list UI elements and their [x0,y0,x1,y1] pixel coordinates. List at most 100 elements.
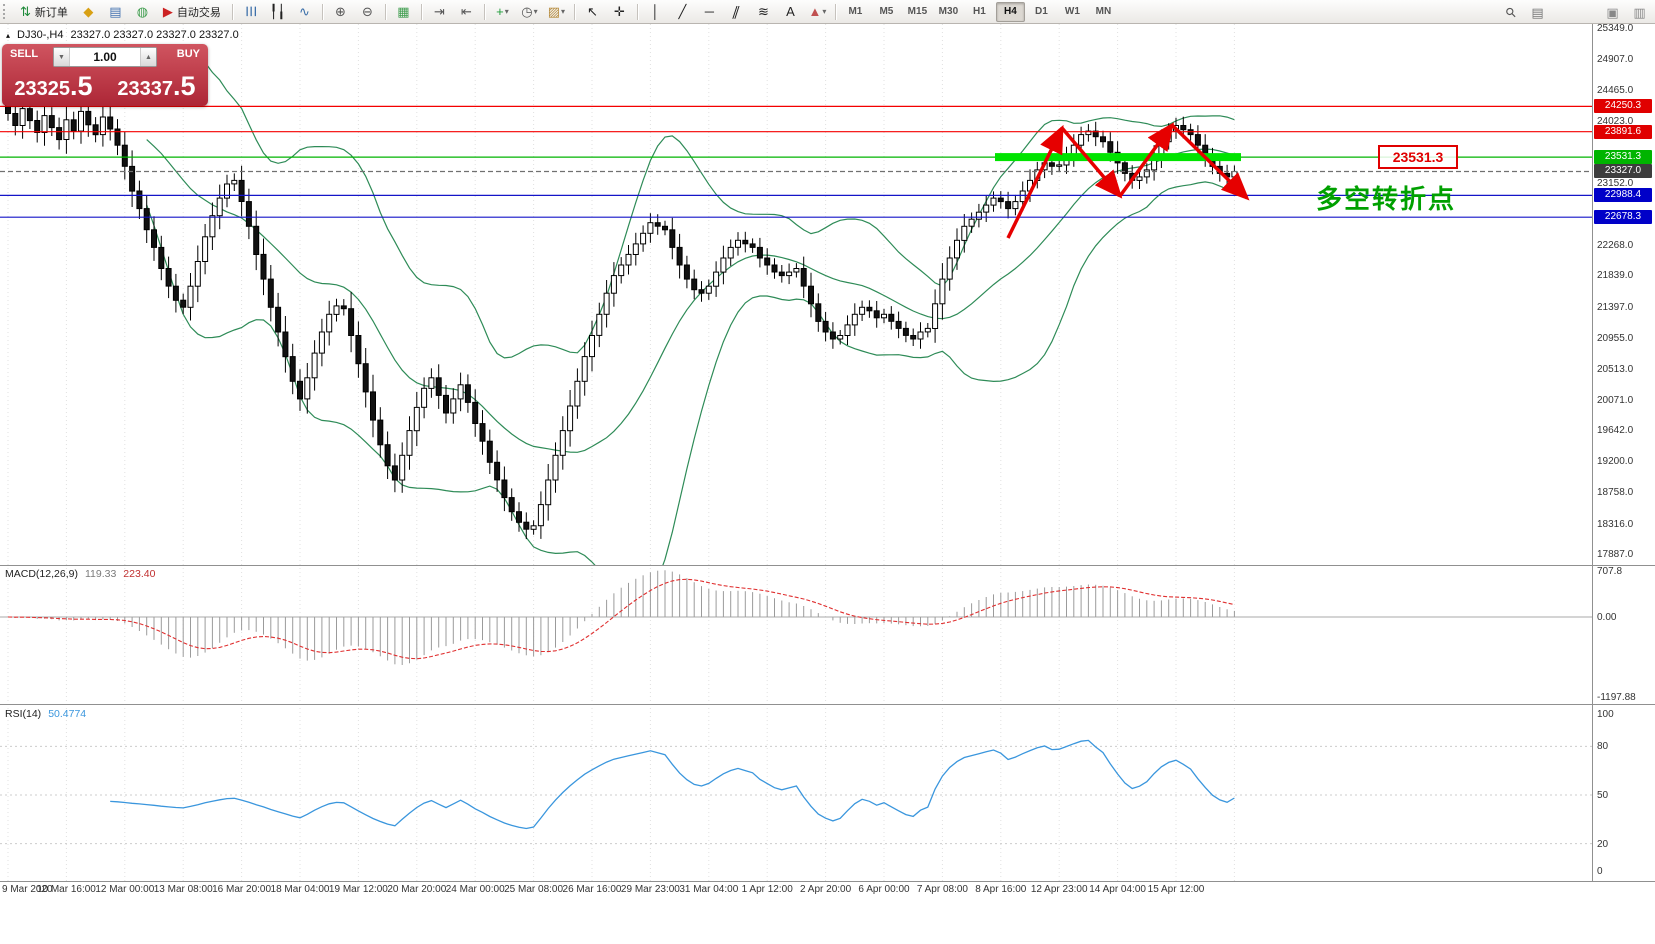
horizontal-line-icon-glyph: ─ [704,4,715,19]
toolbar-grip[interactable] [3,4,9,19]
candle-body [1005,201,1012,210]
indicators-icon[interactable]: + ▾ [489,1,516,23]
timeframe-mn[interactable]: MN [1095,6,1112,17]
candle-body [1048,162,1055,167]
bollinger-upper [146,45,1235,359]
candle-body [632,243,639,255]
turning-point-annotation[interactable]: 多空转折点 [1316,184,1457,214]
candle-body [340,305,347,310]
candle-body [151,229,157,248]
candle-body [574,380,581,407]
window-list-icon[interactable]: ▥ [1626,1,1653,23]
timeframe-m30[interactable]: M30 [938,6,959,17]
auto-scroll-icon[interactable]: ⇥ [426,1,453,23]
zigzag-arrow-segment[interactable] [1060,126,1123,199]
buy-button[interactable]: BUY 23337.5 [105,44,208,106]
chart-shift-icon[interactable]: ⇤ [453,1,480,23]
timeframe-m1[interactable]: M1 [848,6,863,17]
macd-name: MACD(12,26,9) [5,568,78,580]
new-order-glyph: ⇅ [20,4,31,19]
candle-body [78,110,84,132]
vertical-line-icon-glyph: │ [651,4,660,19]
candle-body [355,335,362,365]
data-window-icon[interactable]: ▤ [102,1,129,23]
candle-body [640,232,647,245]
new-window-icon[interactable]: ▣ [1599,1,1626,23]
candle-body [318,331,325,354]
rsi-value: 50.4774 [48,708,87,720]
bollinger-bands [146,45,1235,565]
zigzag-annotation[interactable] [1006,122,1250,239]
vertical-line-icon[interactable]: │ [642,1,669,23]
timeframe-m5[interactable]: M5 [879,6,894,17]
tile-windows-icon[interactable]: ▦ [390,1,417,23]
price-annotation-box[interactable]: 23531.3 [1378,145,1458,169]
support-zone-segment[interactable] [995,153,1241,162]
navigator-icon[interactable]: ◍ [129,1,156,23]
print-icon[interactable]: ▤ [1524,1,1551,23]
candle-body [756,246,763,259]
text-label-icon[interactable]: A [777,1,804,23]
candlestick-chart-icon[interactable]: ╿╽ [264,1,291,23]
candle-body [399,454,406,481]
timeframe-w1[interactable]: W1 [1064,6,1080,17]
metaeditor-icon[interactable]: ◆ [75,1,102,23]
arrows-icon[interactable]: ▲ ▾ [804,1,831,23]
zoom-in-icon[interactable]: ⊕ [327,1,354,23]
candle-body [990,197,997,206]
candle-body [917,331,924,340]
candle-body [457,384,464,400]
autotrading-button[interactable]: ▶ 自动交易 [156,1,228,23]
lot-increase-button[interactable]: ▲ [140,48,156,66]
crosshair-icon[interactable]: ✛ [606,1,633,23]
candle-body [362,363,369,393]
candle-body [975,211,982,220]
timeframe-h4[interactable]: H4 [995,1,1025,22]
candle-body [12,113,19,126]
candle-body [683,264,690,280]
candle-body [742,239,749,245]
candle-body [705,285,712,294]
new-order-button[interactable]: ⇅ 新订单 [13,1,75,23]
zigzag-arrow-segment[interactable] [1118,122,1175,198]
candle-body [472,401,479,424]
cursor-icon[interactable]: ↖ [579,1,606,23]
zoom-out-icon[interactable]: ⊖ [354,1,381,23]
toolbar-edge-icons: ▣ ▥ [1599,0,1653,24]
candle-body [829,331,836,340]
print-icon: ▤ [1531,4,1544,20]
zigzag-arrow-segment[interactable] [1170,123,1250,201]
periods-icon[interactable]: ◷ ▾ [516,1,543,23]
line-chart-icon[interactable]: ∿ [291,1,318,23]
equidistant-channel-icon[interactable]: ∥ [723,1,750,23]
candle-body [413,406,420,432]
toolbar-separator [636,3,638,20]
timeframe-d1[interactable]: D1 [1035,6,1048,17]
candle-body [406,430,413,456]
lot-decrease-button[interactable]: ▼ [54,48,70,66]
dropdown-caret-icon: ▾ [504,7,509,16]
one-click-trading-widget: SELL 23325.5 BUY 23337.5 ▼ 1.00 ▲ [2,44,208,106]
trendline-icon[interactable]: ╱ [669,1,696,23]
lot-size-field[interactable]: ▼ 1.00 ▲ [53,47,157,67]
candle-body [910,335,917,340]
bar-chart-icon[interactable]: ☰ [237,1,264,23]
candle-body [421,387,428,408]
timeframe-h1[interactable]: H1 [973,6,986,17]
candle-body [253,225,260,256]
search-icon[interactable]: ⚲ [1497,1,1524,23]
horizontal-line-icon[interactable]: ─ [696,1,723,23]
buy-price-pip: .5 [173,71,196,101]
templates-icon[interactable]: ▨ ▾ [543,1,570,23]
lot-size-value[interactable]: 1.00 [93,50,117,64]
candle-body [873,310,880,319]
zigzag-arrow-segment[interactable] [1006,124,1064,239]
candle-body [720,257,727,273]
candle-body [231,179,238,185]
candle-body [216,197,223,217]
symbol-marker-icon[interactable]: ▴ [6,30,11,40]
candle-body [48,115,55,129]
fibonacci-icon[interactable]: ≋ [750,1,777,23]
timeframe-m15[interactable]: M15 [907,6,928,17]
